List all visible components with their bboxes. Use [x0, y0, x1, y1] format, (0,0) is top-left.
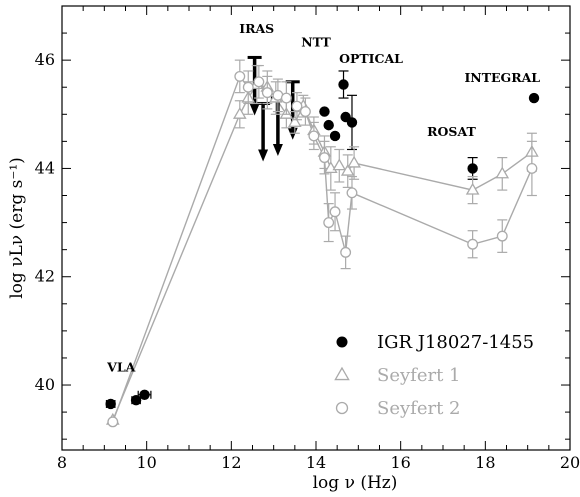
x-tick-label: 10 — [136, 453, 156, 472]
annotation-label: IRAS — [239, 21, 274, 36]
seyfert2-point — [299, 106, 311, 118]
seyfert2-point — [280, 92, 292, 104]
seyfert2-point — [329, 206, 341, 218]
x-axis-title: log ν (Hz) — [313, 473, 398, 493]
seyfert1-point — [347, 155, 361, 168]
seyfert2-point — [323, 217, 335, 229]
seyfert1-point — [340, 163, 355, 176]
seyfert1-point — [495, 166, 510, 179]
x-tick-label: 14 — [306, 453, 326, 472]
x-tick-label: 20 — [560, 453, 580, 472]
annotation-label: NTT — [301, 35, 331, 50]
upper-limit-arrow — [249, 103, 260, 116]
x-tick-label: 18 — [475, 453, 495, 472]
seyfert1-point — [288, 115, 302, 127]
seyfert2-point — [107, 416, 119, 428]
seyfert2-point — [308, 130, 320, 142]
legend-marker-seyfert2 — [335, 401, 349, 415]
seyfert2-point — [526, 162, 538, 174]
igr-point — [338, 79, 349, 90]
seyfert2-point — [261, 87, 273, 99]
seyfert2-point — [291, 100, 303, 112]
seyfert2-point — [340, 246, 352, 258]
seyfert2-point — [242, 81, 254, 93]
y-axis-title: log νLν (erg s⁻¹) — [7, 157, 27, 299]
band-annotations: VLA IRAS NTT OPTICAL INTEGRAL ROSAT — [106, 21, 540, 374]
igr-point — [139, 389, 150, 400]
legend-label: Seyfert 1 — [377, 365, 460, 386]
igr-point — [329, 130, 341, 142]
y-tick-label: 42 — [35, 267, 55, 286]
annotation-label: VLA — [106, 359, 135, 374]
legend-marker-igr — [336, 336, 348, 348]
annotation-label: OPTICAL — [339, 51, 403, 66]
y-tick-label: 44 — [35, 158, 55, 177]
seyfert2-point — [346, 187, 358, 199]
igr-point — [319, 106, 330, 117]
tick-labels: 8 10 12 14 16 18 20 40 42 44 46 — [35, 50, 580, 472]
upper-limit-arrow — [258, 149, 269, 162]
igr-point — [105, 398, 116, 410]
igr-point — [528, 92, 540, 104]
legend-marker-seyfert1 — [334, 366, 350, 381]
seyfert2-point — [467, 238, 479, 250]
legend-label: Seyfert 2 — [377, 398, 460, 419]
igr-point — [346, 117, 358, 128]
plot-frame — [61, 5, 571, 451]
axes-ticks — [61, 5, 571, 450]
y-tick-label: 46 — [35, 50, 55, 69]
seyfert2-point — [319, 152, 330, 164]
seyfert1-point — [465, 182, 480, 195]
annotation-label: INTEGRAL — [464, 70, 540, 85]
seyfert2-point — [234, 70, 246, 82]
seyfert2-point — [496, 230, 508, 242]
annotation-label: ROSAT — [427, 124, 476, 139]
x-tick-label: 8 — [57, 453, 67, 472]
seyfert2-point — [253, 76, 265, 88]
legend: IGR J18027-1455 Seyfert 1 Seyfert 2 — [334, 332, 534, 419]
y-tick-label: 40 — [35, 375, 55, 394]
igr-point — [323, 119, 334, 131]
seyfert1-point — [332, 158, 347, 171]
upper-limit-arrow — [272, 144, 283, 157]
data-points — [105, 55, 540, 428]
seyfert1-point — [232, 106, 247, 119]
series-open-circle — [107, 59, 538, 428]
x-tick-label: 12 — [221, 453, 241, 472]
x-tick-label: 16 — [390, 453, 410, 472]
igr-point — [467, 163, 478, 174]
legend-label: IGR J18027-1455 — [377, 332, 534, 353]
